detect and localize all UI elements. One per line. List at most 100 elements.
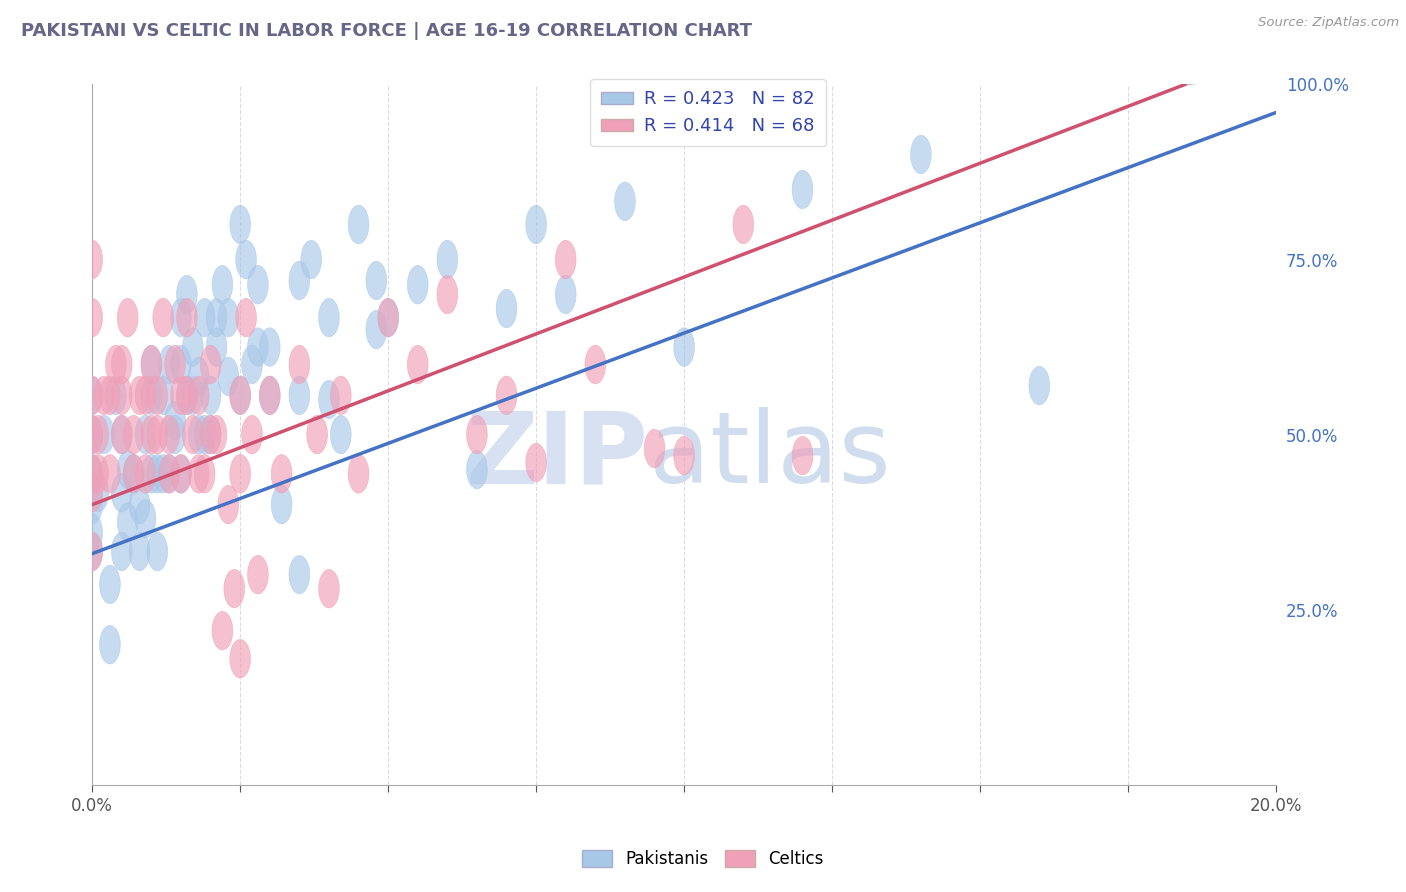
Legend: R = 0.423   N = 82, R = 0.414   N = 68: R = 0.423 N = 82, R = 0.414 N = 68 <box>591 79 825 146</box>
Ellipse shape <box>148 533 167 571</box>
Ellipse shape <box>82 376 103 415</box>
Ellipse shape <box>733 205 754 244</box>
Ellipse shape <box>212 266 233 304</box>
Ellipse shape <box>467 450 488 489</box>
Ellipse shape <box>135 500 156 538</box>
Ellipse shape <box>124 416 143 454</box>
Ellipse shape <box>408 266 427 304</box>
Ellipse shape <box>290 261 309 300</box>
Ellipse shape <box>319 380 339 419</box>
Ellipse shape <box>148 455 167 493</box>
Ellipse shape <box>307 416 328 454</box>
Ellipse shape <box>188 455 209 493</box>
Ellipse shape <box>129 533 150 571</box>
Text: atlas: atlas <box>648 407 890 504</box>
Ellipse shape <box>170 376 191 415</box>
Ellipse shape <box>82 416 103 454</box>
Ellipse shape <box>111 376 132 415</box>
Ellipse shape <box>194 455 215 493</box>
Ellipse shape <box>229 376 250 415</box>
Ellipse shape <box>229 376 250 415</box>
Ellipse shape <box>349 455 368 493</box>
Ellipse shape <box>87 474 108 512</box>
Legend: Pakistanis, Celtics: Pakistanis, Celtics <box>575 843 831 875</box>
Ellipse shape <box>159 345 180 384</box>
Ellipse shape <box>207 327 226 367</box>
Ellipse shape <box>159 455 180 493</box>
Ellipse shape <box>135 416 156 454</box>
Ellipse shape <box>148 376 167 415</box>
Ellipse shape <box>271 455 292 493</box>
Ellipse shape <box>366 310 387 349</box>
Ellipse shape <box>111 345 132 384</box>
Ellipse shape <box>105 376 127 415</box>
Ellipse shape <box>148 416 167 454</box>
Ellipse shape <box>200 345 221 384</box>
Ellipse shape <box>82 376 103 415</box>
Ellipse shape <box>188 357 209 396</box>
Ellipse shape <box>366 261 387 300</box>
Ellipse shape <box>229 640 250 678</box>
Ellipse shape <box>153 455 173 493</box>
Ellipse shape <box>94 416 114 454</box>
Ellipse shape <box>1029 367 1050 405</box>
Ellipse shape <box>408 345 427 384</box>
Ellipse shape <box>229 455 250 493</box>
Ellipse shape <box>111 416 132 454</box>
Ellipse shape <box>236 240 256 279</box>
Ellipse shape <box>165 401 186 440</box>
Ellipse shape <box>165 345 186 384</box>
Ellipse shape <box>290 556 309 594</box>
Ellipse shape <box>247 266 269 304</box>
Ellipse shape <box>437 276 458 314</box>
Ellipse shape <box>177 276 197 314</box>
Ellipse shape <box>259 327 280 367</box>
Ellipse shape <box>349 205 368 244</box>
Ellipse shape <box>259 376 280 415</box>
Ellipse shape <box>177 376 197 415</box>
Ellipse shape <box>496 376 517 415</box>
Ellipse shape <box>673 327 695 367</box>
Ellipse shape <box>170 345 191 384</box>
Ellipse shape <box>82 455 103 493</box>
Ellipse shape <box>614 182 636 220</box>
Ellipse shape <box>100 376 121 415</box>
Ellipse shape <box>644 429 665 468</box>
Ellipse shape <box>177 299 197 337</box>
Ellipse shape <box>170 455 191 493</box>
Ellipse shape <box>129 485 150 524</box>
Ellipse shape <box>229 205 250 244</box>
Ellipse shape <box>247 556 269 594</box>
Ellipse shape <box>170 455 191 493</box>
Ellipse shape <box>792 170 813 209</box>
Ellipse shape <box>87 416 108 454</box>
Ellipse shape <box>100 566 121 604</box>
Ellipse shape <box>82 485 103 524</box>
Ellipse shape <box>496 289 517 327</box>
Ellipse shape <box>207 299 226 337</box>
Ellipse shape <box>290 376 309 415</box>
Ellipse shape <box>218 485 239 524</box>
Ellipse shape <box>242 345 263 384</box>
Ellipse shape <box>141 345 162 384</box>
Ellipse shape <box>673 436 695 475</box>
Ellipse shape <box>200 416 221 454</box>
Ellipse shape <box>100 625 121 664</box>
Ellipse shape <box>82 514 103 552</box>
Ellipse shape <box>111 416 132 454</box>
Ellipse shape <box>212 611 233 650</box>
Ellipse shape <box>207 416 226 454</box>
Ellipse shape <box>183 327 204 367</box>
Ellipse shape <box>259 376 280 415</box>
Ellipse shape <box>247 327 269 367</box>
Ellipse shape <box>135 376 156 415</box>
Ellipse shape <box>200 416 221 454</box>
Ellipse shape <box>165 416 186 454</box>
Ellipse shape <box>82 416 103 454</box>
Ellipse shape <box>141 455 162 493</box>
Ellipse shape <box>330 416 352 454</box>
Ellipse shape <box>82 455 103 493</box>
Ellipse shape <box>218 299 239 337</box>
Ellipse shape <box>555 276 576 314</box>
Ellipse shape <box>271 485 292 524</box>
